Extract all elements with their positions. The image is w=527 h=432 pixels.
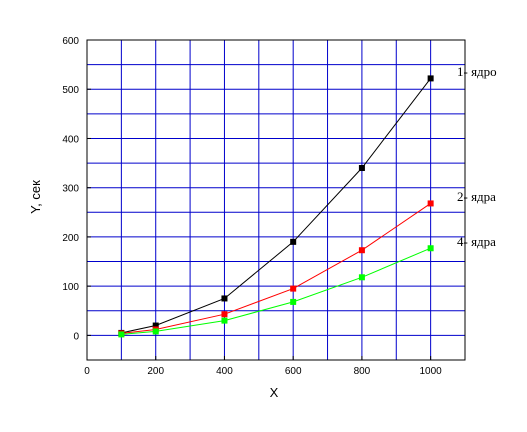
x-tick-label: 200 [147,366,164,377]
series-line [121,78,431,334]
y-tick-label: 300 [62,184,79,195]
x-axis-ticks: 0 200 400 600 800 1000 [84,356,442,377]
series-point [221,317,228,324]
y-tick-label: 200 [62,233,79,244]
x-tick-label: 0 [84,366,90,377]
y-tick-label: 0 [73,331,79,342]
series-point [358,247,365,254]
series-point [290,285,297,292]
series-point [221,295,228,302]
series-line [121,202,431,334]
y-tick-label: 600 [62,36,79,47]
series-line [121,247,431,335]
y-axis-ticks: 0 100 200 300 400 500 600 [62,36,91,342]
y-tick-label: 500 [62,85,79,96]
x-tick-label: 1000 [420,366,443,377]
series-point [118,331,125,338]
series-point [427,200,434,207]
plot-frame [86,39,466,361]
series-point [427,245,434,252]
plot-background [87,40,465,360]
series-point [427,75,434,82]
y-tick-label: 100 [62,282,79,293]
series-group [118,75,434,338]
y-axis-title: Y, сек [28,180,43,214]
series-point [221,311,228,318]
x-tick-label: 600 [285,366,302,377]
series-point [152,322,159,329]
y-tick-label: 400 [62,134,79,145]
series-label: 1- ядро [457,64,497,79]
series-point [290,238,297,245]
series-point [290,298,297,305]
series-point [358,165,365,171]
x-axis-title: X [270,385,279,400]
x-tick-label: 400 [216,366,233,377]
series-point [358,274,365,281]
series-label: 2- ядра [457,189,496,204]
series-labels: 1- ядро 2- ядра 4- ядра [457,64,497,249]
x-tick-label: 800 [354,366,371,377]
gridlines [87,40,465,360]
series-point [152,328,159,335]
series-label: 4- ядра [457,234,496,249]
